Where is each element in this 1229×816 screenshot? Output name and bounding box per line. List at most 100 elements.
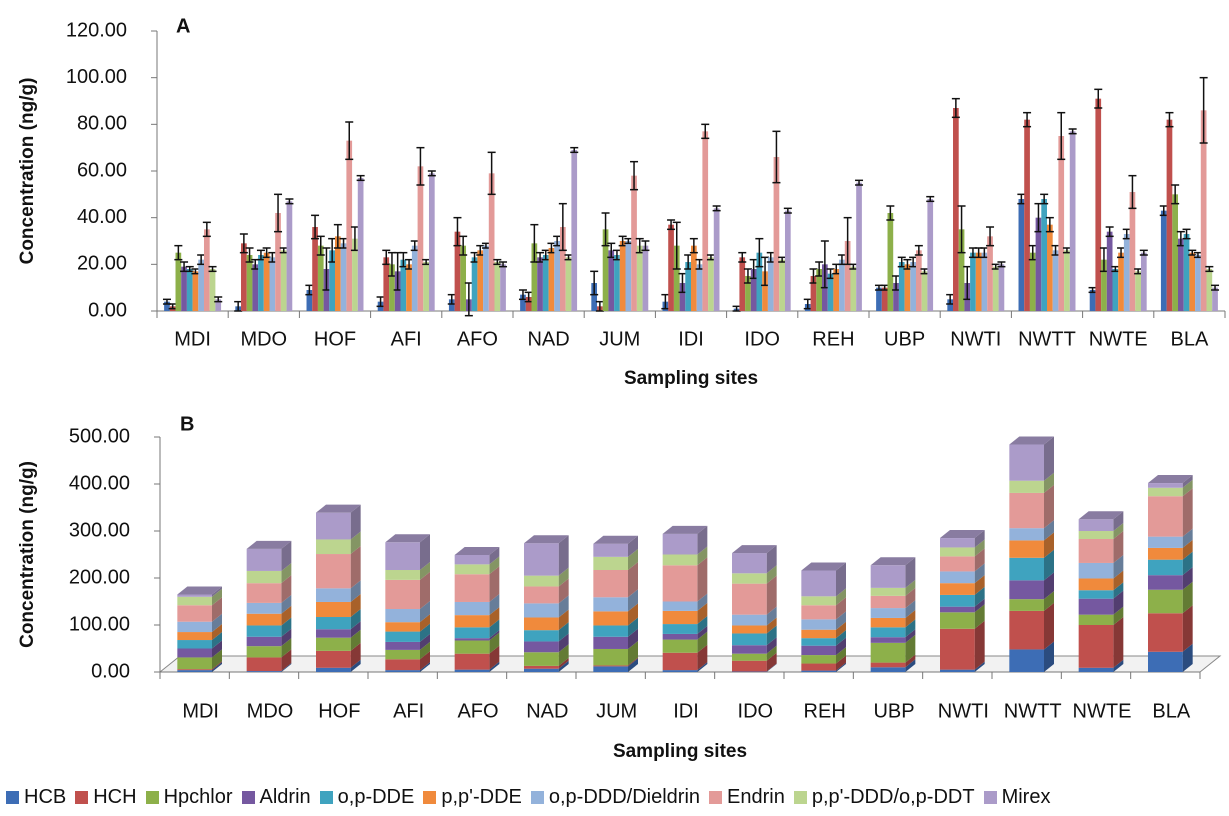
bar (816, 269, 823, 311)
bar-top (316, 504, 361, 513)
bar (898, 262, 905, 311)
bar (317, 245, 324, 311)
error-bar (1023, 111, 1032, 128)
bar-side (1182, 643, 1193, 672)
bar (608, 250, 615, 311)
error-bar (1057, 111, 1066, 161)
x-tick-label: NWTI (938, 700, 989, 722)
bar (947, 299, 954, 311)
bar-top (662, 525, 708, 534)
error-bar (174, 244, 183, 261)
error-bar (1211, 284, 1220, 291)
bar-side (489, 593, 500, 616)
y-axis-title: Concentration (ng/g) (17, 461, 38, 648)
error-bar (738, 251, 747, 263)
bar-side (212, 661, 222, 671)
bar (428, 173, 435, 311)
bar (779, 259, 785, 311)
legend-item: Mirex (983, 786, 1050, 809)
bar (383, 257, 390, 311)
bar-side (1182, 581, 1193, 614)
bar (940, 669, 975, 672)
error-bar (624, 237, 633, 245)
error-bar (701, 123, 710, 140)
bar (246, 570, 282, 584)
bar (1148, 487, 1183, 497)
bar (454, 627, 490, 639)
error-bar (590, 270, 599, 296)
legend-swatch (319, 791, 333, 804)
bar (732, 653, 767, 661)
bar-side (697, 644, 708, 671)
bar (887, 213, 894, 311)
bar (940, 606, 975, 613)
bar (316, 512, 351, 540)
bar (1189, 252, 1196, 311)
error-bar (410, 240, 419, 252)
bar (801, 570, 836, 597)
bar (181, 266, 187, 311)
bar (448, 299, 455, 311)
bar-side (1182, 551, 1193, 576)
bar (856, 182, 862, 311)
x-tick-label: REH (804, 700, 846, 722)
bar-side (350, 593, 361, 618)
bar-side (766, 617, 777, 634)
bar-side (766, 637, 777, 654)
bar (593, 636, 628, 649)
bar (940, 583, 975, 595)
y-tick-label: 100.00 (69, 613, 130, 635)
bar-side (766, 565, 777, 584)
bar-side (489, 546, 500, 565)
bar-side (1182, 539, 1193, 560)
bar (340, 243, 347, 311)
bar (454, 669, 490, 672)
error-bar (1111, 265, 1120, 273)
bar (1148, 651, 1183, 672)
legend-label: o,p-DDD/Dieldrin (548, 786, 701, 808)
error-bar (345, 121, 354, 161)
bar (400, 259, 407, 311)
bar (870, 642, 906, 663)
bar (662, 601, 698, 611)
panel-label: B (180, 413, 194, 435)
error-bar (1062, 247, 1071, 254)
error-bar (667, 219, 676, 231)
bar-side (628, 617, 638, 637)
error-bar (963, 265, 972, 301)
error-bar (470, 251, 479, 263)
error-bar (499, 261, 508, 268)
bar (1035, 217, 1042, 311)
bar (801, 655, 836, 664)
bar (246, 646, 282, 658)
bar-side (558, 622, 569, 642)
error-bar (778, 256, 787, 263)
bar-side (836, 588, 846, 606)
legend-label: Hpchlor (163, 786, 233, 808)
bar (927, 199, 934, 311)
error-bar (553, 235, 562, 247)
bar (1129, 192, 1136, 311)
bar-side (766, 625, 777, 646)
bar (602, 229, 609, 311)
bar-side (1113, 617, 1124, 668)
bar (454, 554, 490, 565)
y-axis-title: Concentration (ng/g) (17, 78, 38, 265)
bar-side (558, 578, 569, 604)
error-bar (245, 247, 254, 263)
bar (1052, 250, 1059, 311)
error-bar (886, 205, 895, 221)
bar-side (558, 644, 569, 666)
bar (614, 255, 620, 311)
bar (870, 587, 906, 596)
error-bar (476, 244, 485, 256)
bar (801, 645, 836, 656)
error-bar (208, 265, 217, 273)
legend-label: Aldrin (259, 786, 311, 808)
bar (263, 252, 270, 311)
bar (1112, 269, 1119, 311)
error-bar (809, 268, 818, 284)
error-bar (256, 249, 265, 261)
bar (876, 287, 882, 311)
bar (940, 547, 975, 557)
